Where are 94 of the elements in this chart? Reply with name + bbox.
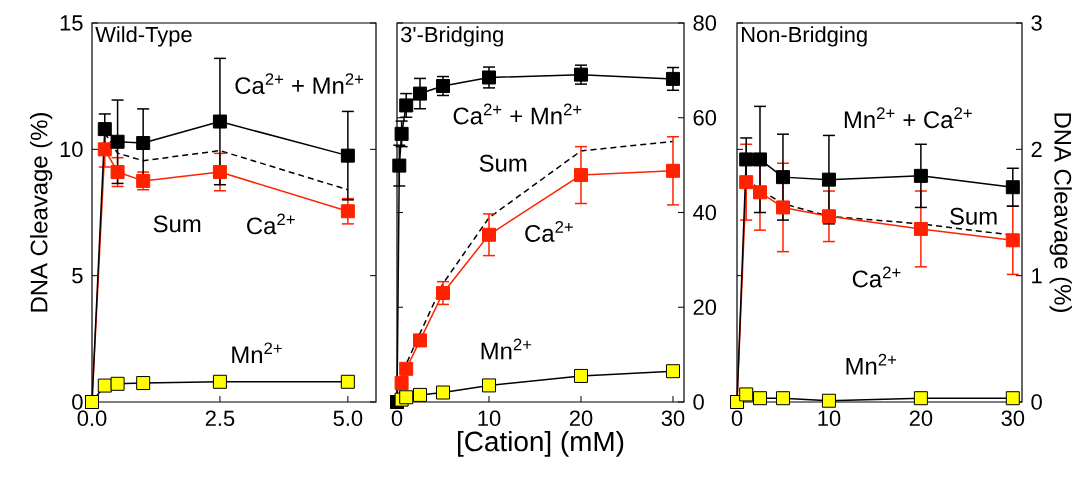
- point: [340, 374, 355, 389]
- point: [481, 70, 496, 85]
- y2-tick-label: 60: [693, 109, 717, 126]
- x-tick-label: 20: [569, 410, 593, 427]
- point: [821, 209, 836, 224]
- point: [775, 200, 790, 215]
- point: [739, 387, 754, 402]
- point: [97, 122, 112, 137]
- y-tick-label: 0: [72, 394, 83, 410]
- point: [413, 333, 427, 348]
- x-tick-label: 10: [478, 410, 501, 427]
- point: [481, 227, 496, 242]
- x-tick-label: 5.0: [333, 410, 363, 427]
- point: [394, 376, 409, 391]
- point: [665, 364, 680, 379]
- y2-tick-label: 0: [693, 394, 704, 410]
- y2-tick-label: 0: [1031, 394, 1042, 410]
- y-axis-title: DNA Cleavage (%): [29, 113, 53, 312]
- annotation: Ca$^{2+}$: [852, 266, 901, 288]
- point: [573, 168, 588, 183]
- x-tick-label: 0: [391, 410, 403, 427]
- point: [392, 158, 407, 173]
- point: [399, 390, 414, 405]
- point: [399, 98, 414, 113]
- point: [821, 393, 836, 408]
- point: [752, 391, 767, 406]
- point: [913, 168, 928, 183]
- chart-title: 3'-Bridging: [401, 26, 503, 47]
- point: [394, 126, 409, 141]
- point: [340, 148, 355, 163]
- point: [212, 374, 227, 389]
- point: [212, 114, 227, 129]
- point: [913, 221, 928, 236]
- y-tick-label: 15: [60, 15, 83, 31]
- x-tick-label: 2.5: [205, 410, 235, 427]
- point: [399, 361, 414, 376]
- point: [913, 391, 928, 406]
- point: [436, 385, 450, 400]
- annotation: Ca$^{2+}$ + Mn$^{2+}$: [235, 73, 364, 95]
- y2-tick-label: 2: [1031, 141, 1042, 157]
- annotation: Mn$^{2+}$: [481, 338, 532, 360]
- annotation: Mn$^{2+}$ + Ca$^{2+}$: [844, 107, 972, 129]
- point: [110, 376, 125, 391]
- y2-axis-title: DNA Cleavage (%): [1049, 113, 1072, 312]
- annotation: Sum: [479, 154, 527, 172]
- point: [97, 378, 112, 393]
- annotation: Sum: [950, 207, 997, 225]
- x-axis-title: [Cation] (mM): [458, 430, 624, 457]
- point: [1005, 391, 1020, 406]
- point: [413, 86, 427, 101]
- point: [110, 134, 125, 149]
- point: [821, 172, 836, 187]
- point: [739, 175, 754, 190]
- x-tick-label: 20: [909, 410, 933, 427]
- point: [436, 79, 450, 93]
- y-tick-label: 5: [72, 268, 83, 284]
- x-tick-label: 0: [731, 410, 743, 427]
- y-tick-label: 10: [60, 141, 83, 158]
- annotation: Mn$^{2+}$: [232, 342, 282, 364]
- point: [1005, 233, 1020, 248]
- point: [97, 142, 112, 157]
- point: [665, 71, 680, 86]
- x-tick-label: 0.0: [77, 410, 107, 427]
- point: [110, 165, 125, 180]
- annotation: Ca$^{2+}$ + Mn$^{2+}$: [453, 103, 582, 125]
- y2-tick-label: 40: [693, 204, 717, 221]
- y2-tick-label: 20: [693, 299, 717, 316]
- point: [573, 368, 588, 383]
- point: [436, 286, 450, 301]
- annotation: Ca$^{2+}$: [525, 220, 573, 242]
- chart-title: Wild-Type: [95, 26, 192, 47]
- point: [136, 136, 151, 151]
- point: [413, 387, 427, 402]
- x-tick-label: 10: [818, 410, 841, 427]
- annotation: Mn$^{2+}$: [846, 353, 897, 375]
- point: [340, 204, 355, 219]
- x-tick-label: 30: [661, 410, 685, 427]
- y2-tick-label: 1: [1032, 268, 1042, 284]
- point: [739, 152, 754, 167]
- y2-tick-label: 3: [1031, 15, 1042, 31]
- x-tick-label: 30: [1001, 410, 1025, 427]
- point: [481, 378, 496, 393]
- point: [136, 376, 151, 391]
- point: [1005, 180, 1020, 195]
- point: [665, 163, 680, 178]
- annotation: Ca$^{2+}$: [247, 213, 295, 235]
- annotation: Sum: [153, 215, 201, 233]
- y2-tick-label: 80: [693, 15, 717, 31]
- point: [752, 152, 767, 167]
- point: [212, 165, 227, 180]
- point: [775, 391, 790, 406]
- chart-title: Non-Bridging: [742, 26, 867, 47]
- point: [752, 185, 767, 200]
- point: [775, 170, 790, 185]
